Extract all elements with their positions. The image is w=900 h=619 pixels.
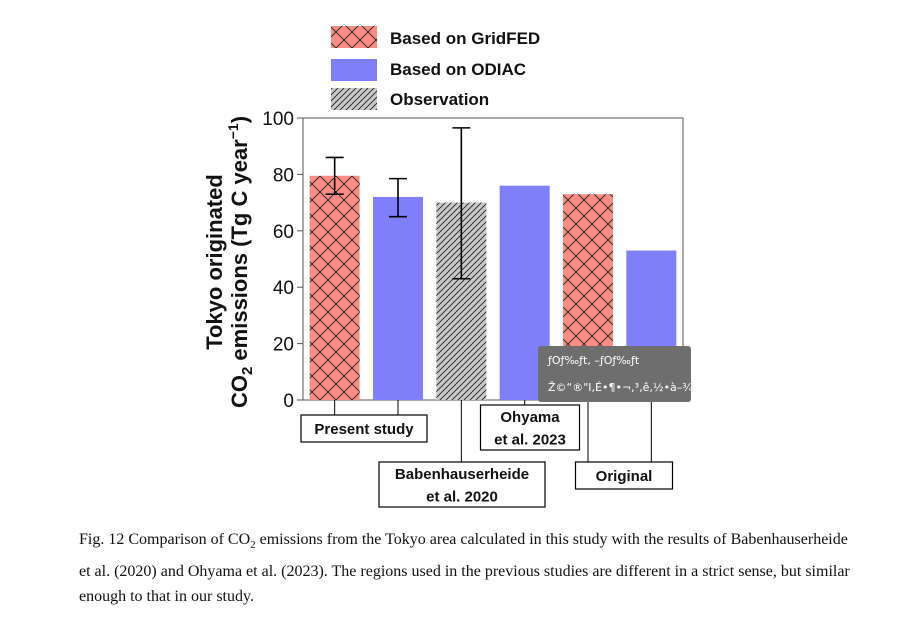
- y-tick-label: 60: [273, 222, 294, 243]
- tooltip-line2: Ž©“®"I‚É•¶•¬,³‚ê‚½•à–¾: [548, 381, 693, 394]
- plot-frame: [302, 117, 684, 401]
- legend-swatch-observation: [331, 88, 377, 110]
- y-tick-label: 100: [262, 109, 294, 130]
- legend: Based on GridFED Based on ODIAC Observat…: [331, 26, 540, 110]
- group-label-text: Original: [596, 468, 653, 485]
- group-label-box: [479, 404, 581, 451]
- group-label-box: [300, 414, 428, 443]
- tooltip-box: [538, 346, 691, 402]
- group-label-text: Ohyama: [500, 409, 560, 426]
- group-label-text: et al. 2023: [494, 431, 566, 448]
- tooltip: ƒOƒ‰ƒt, –ƒOƒ‰ƒt Ž©“®"I‚É•¶•¬,³‚ê‚½•à–¾: [538, 346, 693, 402]
- legend-label-odiac: Based on ODIAC: [390, 60, 526, 79]
- figure-caption: Fig. 12 Comparison of CO2 emissions from…: [79, 531, 850, 606]
- bar-gridfed: [309, 175, 360, 400]
- y-axis-label: Tokyo originated CO2 emissions (Tg C yea…: [202, 116, 256, 408]
- tooltip-line1: ƒOƒ‰ƒt, –ƒOƒ‰ƒt: [547, 354, 640, 367]
- legend-item-observation: Observation: [331, 88, 489, 110]
- y-tick-label: 40: [273, 278, 294, 299]
- figure: Based on GridFED Based on ODIAC Observat…: [202, 26, 693, 508]
- legend-item-gridfed: Based on GridFED: [331, 26, 540, 48]
- group-label-box: [574, 461, 674, 490]
- group-labels: Present study Babenhauserheide et al. 2020…: [300, 400, 674, 508]
- y-tick-label: 80: [273, 165, 294, 186]
- group-label-text: Present study: [314, 421, 414, 438]
- legend-swatch-gridfed: [331, 26, 377, 48]
- legend-item-odiac: Based on ODIAC: [331, 59, 526, 81]
- legend-swatch-odiac: [331, 59, 377, 81]
- group-label-text: et al. 2020: [426, 488, 498, 505]
- bar-odiac: [373, 196, 423, 400]
- y-axis-label-line1: Tokyo originated: [202, 174, 227, 350]
- y-axis-label-line2: CO2 emissions (Tg C year−1): [225, 116, 256, 408]
- y-tick-label: 0: [283, 391, 294, 412]
- group-label-box: [378, 461, 546, 508]
- y-tick-label: 20: [273, 335, 294, 356]
- legend-label-gridfed: Based on GridFED: [390, 29, 540, 48]
- group-label-text: Babenhauserheide: [395, 466, 529, 483]
- legend-label-observation: Observation: [390, 90, 489, 109]
